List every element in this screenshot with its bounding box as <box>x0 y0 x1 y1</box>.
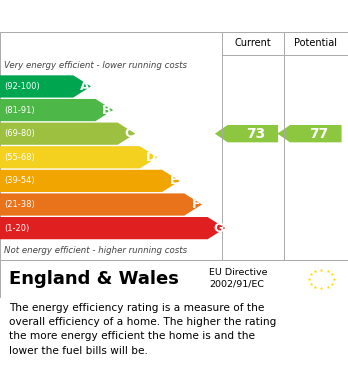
Polygon shape <box>0 99 113 121</box>
Polygon shape <box>0 146 158 169</box>
Text: (92-100): (92-100) <box>4 82 40 91</box>
Polygon shape <box>0 217 225 239</box>
Polygon shape <box>0 75 91 98</box>
Text: Energy Efficiency Rating: Energy Efficiency Rating <box>9 9 211 24</box>
Polygon shape <box>277 125 342 142</box>
Text: Very energy efficient - lower running costs: Very energy efficient - lower running co… <box>4 61 187 70</box>
Polygon shape <box>0 122 135 145</box>
Text: F: F <box>192 198 200 211</box>
Text: A: A <box>80 80 89 93</box>
Text: Not energy efficient - higher running costs: Not energy efficient - higher running co… <box>4 246 187 255</box>
Text: England & Wales: England & Wales <box>9 270 179 288</box>
Text: (69-80): (69-80) <box>4 129 35 138</box>
Polygon shape <box>0 194 202 216</box>
Text: Potential: Potential <box>294 38 337 48</box>
Text: (39-54): (39-54) <box>4 176 35 185</box>
Text: 77: 77 <box>309 127 329 141</box>
Text: E: E <box>169 174 178 187</box>
Text: (1-20): (1-20) <box>4 224 30 233</box>
Text: D: D <box>145 151 156 164</box>
Text: C: C <box>125 127 134 140</box>
Text: The energy efficiency rating is a measure of the
overall efficiency of a home. T: The energy efficiency rating is a measur… <box>9 303 276 356</box>
Text: Current: Current <box>235 38 271 48</box>
Text: EU Directive
2002/91/EC: EU Directive 2002/91/EC <box>209 268 267 289</box>
Text: 73: 73 <box>246 127 266 141</box>
Polygon shape <box>215 125 278 142</box>
Text: (55-68): (55-68) <box>4 153 35 162</box>
Text: G: G <box>213 222 223 235</box>
Text: (21-38): (21-38) <box>4 200 35 209</box>
Polygon shape <box>0 170 180 192</box>
Text: (81-91): (81-91) <box>4 106 35 115</box>
Text: B: B <box>102 104 111 117</box>
